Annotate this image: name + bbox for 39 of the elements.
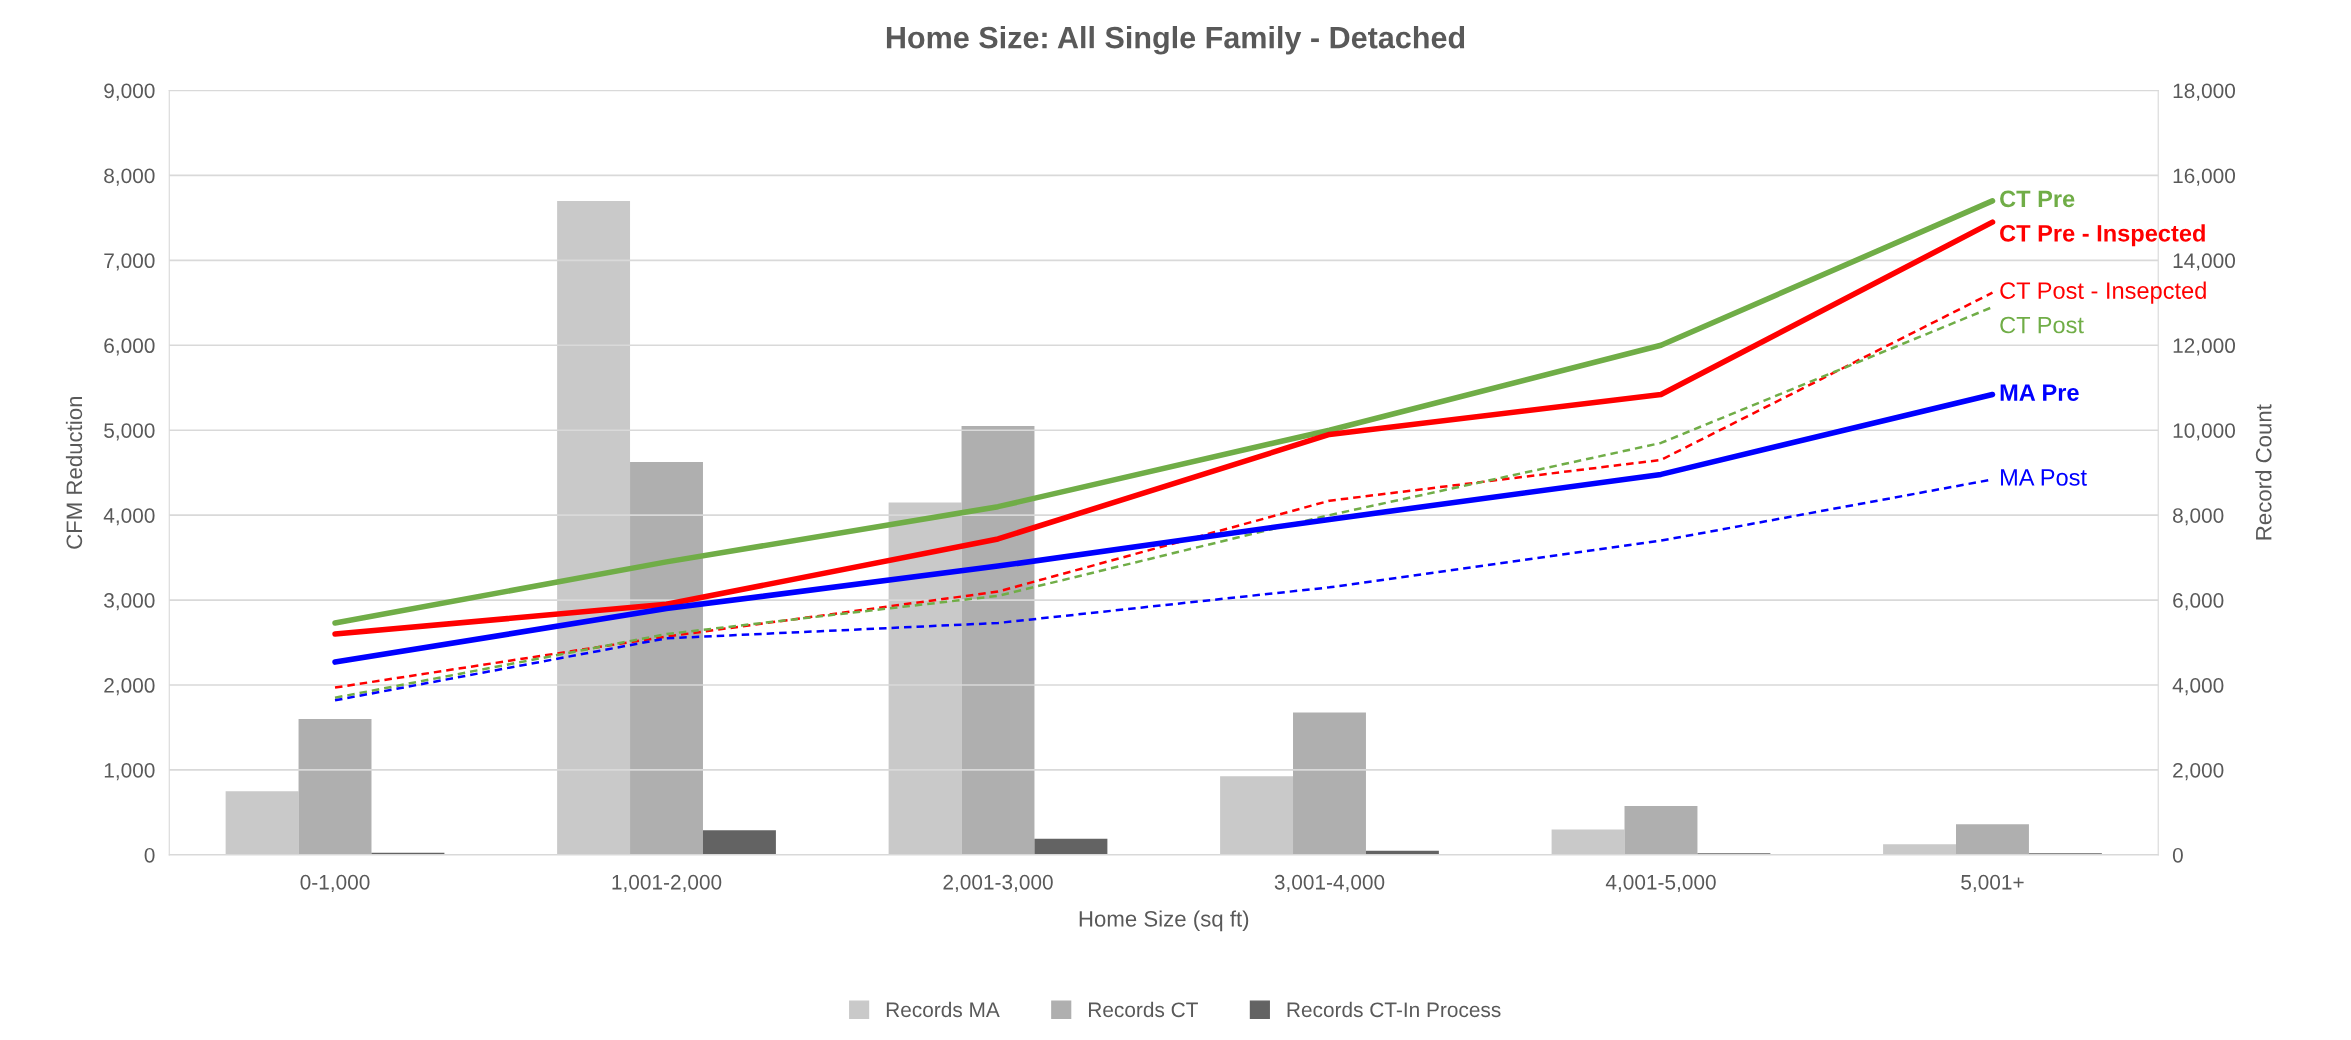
x-tick-label: 1,001-2,000 bbox=[612, 874, 722, 893]
y-tick-label: 5,000 bbox=[104, 423, 155, 441]
x-tick-label: 3,001-4,000 bbox=[1274, 874, 1385, 893]
y-tick-label: 2,000 bbox=[104, 678, 155, 696]
y2-tick-label: 18,000 bbox=[2173, 83, 2236, 101]
y2-tick-label: 16,000 bbox=[2173, 168, 2236, 186]
y2-tick-label: 12,000 bbox=[2173, 338, 2236, 356]
series-label: CT Pre bbox=[2000, 190, 2075, 208]
series-label: CT Post - Insepcted bbox=[2000, 281, 2206, 304]
y-tick-label: 0 bbox=[144, 847, 155, 863]
y-tick-label: 6,000 bbox=[104, 338, 155, 356]
series-label: MA Post bbox=[2001, 469, 2087, 486]
y-tick-label: 9,000 bbox=[104, 83, 155, 101]
y2-tick-label: 8,000 bbox=[2173, 508, 2224, 526]
y2-axis-title: Record Count bbox=[2255, 404, 2272, 540]
chart-title: Home Size: All Single Family - Detached bbox=[886, 26, 1465, 55]
x-tick-label: 0-1,000 bbox=[300, 874, 370, 893]
y-tick-label: 8,000 bbox=[104, 168, 155, 186]
y2-tick-label: 4,000 bbox=[2172, 678, 2224, 696]
x-axis-title: Home Size (sq ft) bbox=[1079, 910, 1249, 932]
legend-label: Records CT-In Process bbox=[1287, 1001, 1501, 1018]
y-tick-label: 7,000 bbox=[104, 253, 155, 271]
y2-tick-label: 2,000 bbox=[2173, 762, 2224, 781]
x-tick-label: 2,001-3,000 bbox=[943, 874, 1053, 893]
series-label: CT Post bbox=[2000, 316, 2084, 334]
y2-tick-label: 14,000 bbox=[2173, 253, 2236, 271]
y2-tick-label: 0 bbox=[2172, 847, 2183, 863]
x-tick-label: 4,001-5,000 bbox=[1605, 874, 1716, 893]
legend-label: Records CT bbox=[1088, 1001, 1198, 1018]
series-label: MA Pre bbox=[2000, 384, 2079, 401]
y-tick-label: 3,000 bbox=[104, 593, 155, 611]
y2-tick-label: 6,000 bbox=[2173, 593, 2224, 611]
x-tick-label: 5,001+ bbox=[1961, 874, 2024, 893]
series-label: CT Pre - Inspected bbox=[2000, 224, 2205, 247]
y2-tick-label: 10,000 bbox=[2173, 423, 2236, 441]
y-axis-title: CFM Reduction bbox=[65, 396, 83, 549]
y-tick-label: 1,000 bbox=[104, 762, 155, 781]
y-tick-label: 4,000 bbox=[103, 508, 155, 526]
legend-label: Records MA bbox=[886, 1001, 1000, 1018]
